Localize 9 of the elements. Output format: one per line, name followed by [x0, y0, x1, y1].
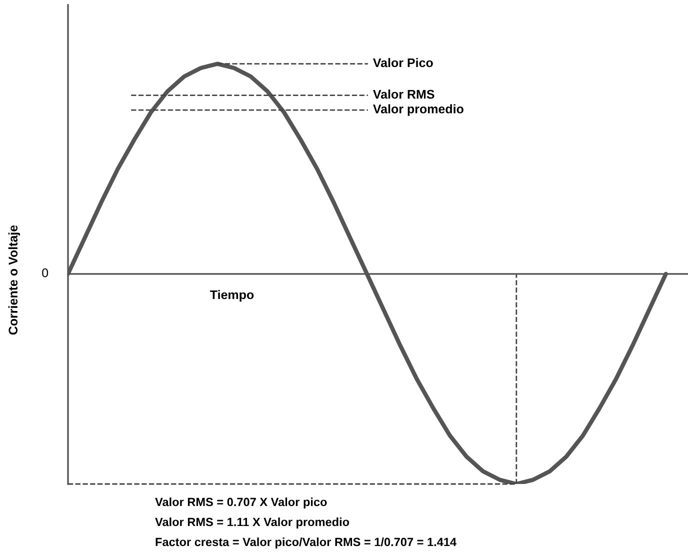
ref-line-label: Valor Pico — [373, 58, 433, 68]
text: Valor RMS = 0.707 X Valor pico — [155, 497, 327, 508]
ref-line-label: Valor RMS — [373, 90, 434, 99]
text: Factor cresta = Valor pico/Valor RMS = 1/0.707 = 1.414 — [156, 537, 456, 549]
text: 0 — [42, 268, 48, 278]
text: Valor RMS = 1.11 X Valor promedio — [155, 517, 350, 529]
y-axis-title: Corriente o Voltaje — [8, 225, 20, 335]
x-axis-title: Tiempo — [210, 290, 254, 302]
ref-line-label: Valor promedio — [373, 104, 464, 116]
